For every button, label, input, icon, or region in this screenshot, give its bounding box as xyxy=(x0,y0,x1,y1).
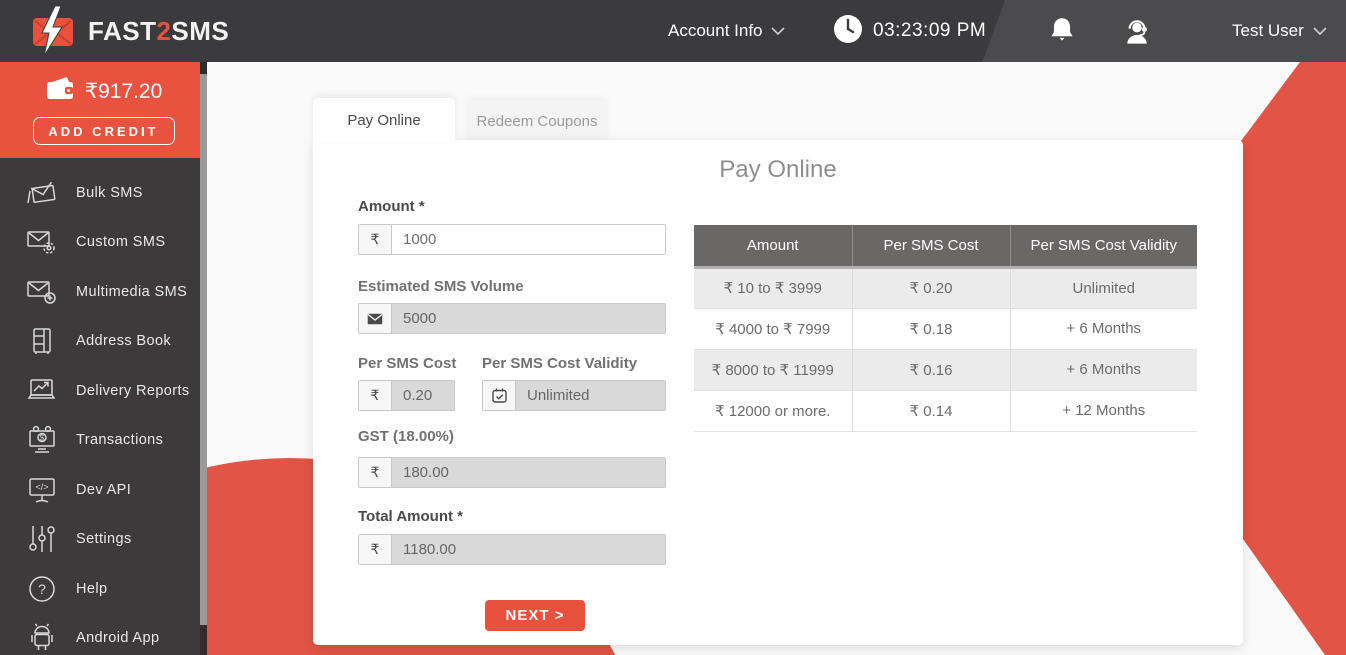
brand-text: FAST2SMS xyxy=(88,15,230,46)
gst-label: GST (18.00%) xyxy=(358,428,454,445)
total-amount-label: Total Amount * xyxy=(358,508,463,525)
transactions-icon: $ xyxy=(24,425,60,455)
fast2sms-logo[interactable]: FAST2SMS xyxy=(30,5,230,57)
wallet-balance-block: ₹917.20 ADD CREDIT xyxy=(0,62,207,158)
table-row: ₹ 8000 to ₹ 11999 ₹ 0.16 + 6 Months xyxy=(694,349,1197,391)
sidebar: ₹917.20 ADD CREDIT Bulk SMS xyxy=(0,62,207,655)
amount-input[interactable] xyxy=(392,225,665,254)
rupee-icon: ₹ xyxy=(359,458,392,487)
validity-input xyxy=(516,381,665,410)
sidebar-item-help[interactable]: ? Help xyxy=(0,564,207,614)
col-validity: Per SMS Cost Validity xyxy=(1009,225,1197,269)
per-sms-cost-label: Per SMS Cost xyxy=(358,355,457,372)
scrollbar-thumb[interactable] xyxy=(200,74,207,625)
table-row: ₹ 12000 or more. ₹ 0.14 + 12 Months xyxy=(694,390,1197,432)
user-menu[interactable]: Test User xyxy=(1232,0,1327,62)
chevron-down-icon xyxy=(770,21,785,41)
rupee-icon: ₹ xyxy=(359,381,392,410)
main-content: Redeem Coupons Pay Online Amount * ₹ Est… xyxy=(0,62,1346,655)
page-title: Pay Online xyxy=(719,156,837,183)
per-sms-cost-input xyxy=(392,381,454,410)
svg-text:?: ? xyxy=(38,581,46,597)
account-info-label: Account Info xyxy=(668,21,763,40)
server-time: 03:23:09 PM xyxy=(833,0,986,62)
bell-icon xyxy=(1051,18,1073,41)
android-icon xyxy=(24,623,60,653)
top-header: FAST2SMS Account Info 03:23:09 PM xyxy=(0,0,1346,62)
wallet-balance: ₹917.20 xyxy=(84,79,163,103)
gst-group: ₹ xyxy=(358,457,666,488)
table-row: ₹ 4000 to ₹ 7999 ₹ 0.18 + 6 Months xyxy=(694,308,1197,350)
dev-api-icon: </> xyxy=(24,475,60,505)
sidebar-item-transactions[interactable]: $ Transactions xyxy=(0,416,207,466)
pricing-table-header-row: Amount Per SMS Cost Per SMS Cost Validit… xyxy=(694,225,1197,269)
svg-text:</>: </> xyxy=(35,482,48,492)
custom-sms-icon xyxy=(24,227,60,257)
amount-label: Amount * xyxy=(358,198,425,215)
gst-input xyxy=(392,458,665,487)
validity-label: Per SMS Cost Validity xyxy=(482,355,638,372)
sidebar-item-android-app[interactable]: Android App xyxy=(0,614,207,655)
tab-pay-online[interactable]: Pay Online xyxy=(313,98,455,142)
add-credit-button[interactable]: ADD CREDIT xyxy=(32,117,175,145)
calendar-check-icon xyxy=(483,381,516,410)
amount-input-group: ₹ xyxy=(358,224,666,255)
sidebar-item-custom-sms[interactable]: Custom SMS xyxy=(0,218,207,268)
headset-person-icon xyxy=(1127,20,1147,44)
sidebar-item-multimedia-sms[interactable]: Multimedia SMS xyxy=(0,267,207,317)
estimated-volume-input xyxy=(392,304,665,333)
sidebar-scrollbar[interactable] xyxy=(200,62,207,655)
sidebar-nav: Bulk SMS Custom SMS xyxy=(0,168,207,655)
rupee-icon: ₹ xyxy=(359,535,392,564)
pay-online-card: Pay Online Amount * ₹ Estimated SMS Volu… xyxy=(313,140,1243,645)
time-text: 03:23:09 PM xyxy=(873,20,987,41)
help-icon: ? xyxy=(24,574,60,604)
per-sms-cost-group: ₹ xyxy=(358,380,455,411)
account-info-menu[interactable]: Account Info xyxy=(668,0,785,62)
wallet-icon xyxy=(45,75,75,107)
estimated-volume-group xyxy=(358,303,666,334)
sidebar-item-bulk-sms[interactable]: Bulk SMS xyxy=(0,168,207,218)
rupee-icon: ₹ xyxy=(359,225,392,254)
support-button[interactable] xyxy=(1122,0,1152,62)
logo-envelope-bolt-icon xyxy=(30,5,76,57)
col-amount: Amount xyxy=(694,225,852,269)
total-amount-group: ₹ xyxy=(358,534,666,565)
next-button[interactable]: NEXT > xyxy=(485,600,585,631)
pricing-table: Amount Per SMS Cost Per SMS Cost Validit… xyxy=(694,225,1197,432)
sidebar-item-address-book[interactable]: Address Book xyxy=(0,317,207,367)
notifications-button[interactable] xyxy=(1048,0,1076,62)
svg-text:$: $ xyxy=(40,434,45,443)
address-book-icon xyxy=(24,326,60,356)
clock-icon xyxy=(833,14,863,49)
tab-redeem-coupons[interactable]: Redeem Coupons xyxy=(467,100,607,142)
validity-group xyxy=(482,380,666,411)
sidebar-item-dev-api[interactable]: </> Dev API xyxy=(0,465,207,515)
user-name: Test User xyxy=(1232,21,1304,40)
col-per-sms-cost: Per SMS Cost xyxy=(851,225,1010,269)
envelope-icon xyxy=(359,304,392,333)
estimated-volume-label: Estimated SMS Volume xyxy=(358,278,524,295)
total-amount-input xyxy=(392,535,665,564)
bulk-sms-icon xyxy=(24,178,60,208)
settings-icon xyxy=(24,524,60,554)
table-row: ₹ 10 to ₹ 3999 ₹ 0.20 Unlimited xyxy=(694,267,1197,309)
sidebar-item-settings[interactable]: Settings xyxy=(0,515,207,565)
decor-red-diamond xyxy=(1238,62,1346,655)
chevron-down-icon xyxy=(1313,21,1327,41)
delivery-reports-icon xyxy=(24,376,60,406)
multimedia-sms-icon xyxy=(24,277,60,307)
sidebar-item-delivery-reports[interactable]: Delivery Reports xyxy=(0,366,207,416)
